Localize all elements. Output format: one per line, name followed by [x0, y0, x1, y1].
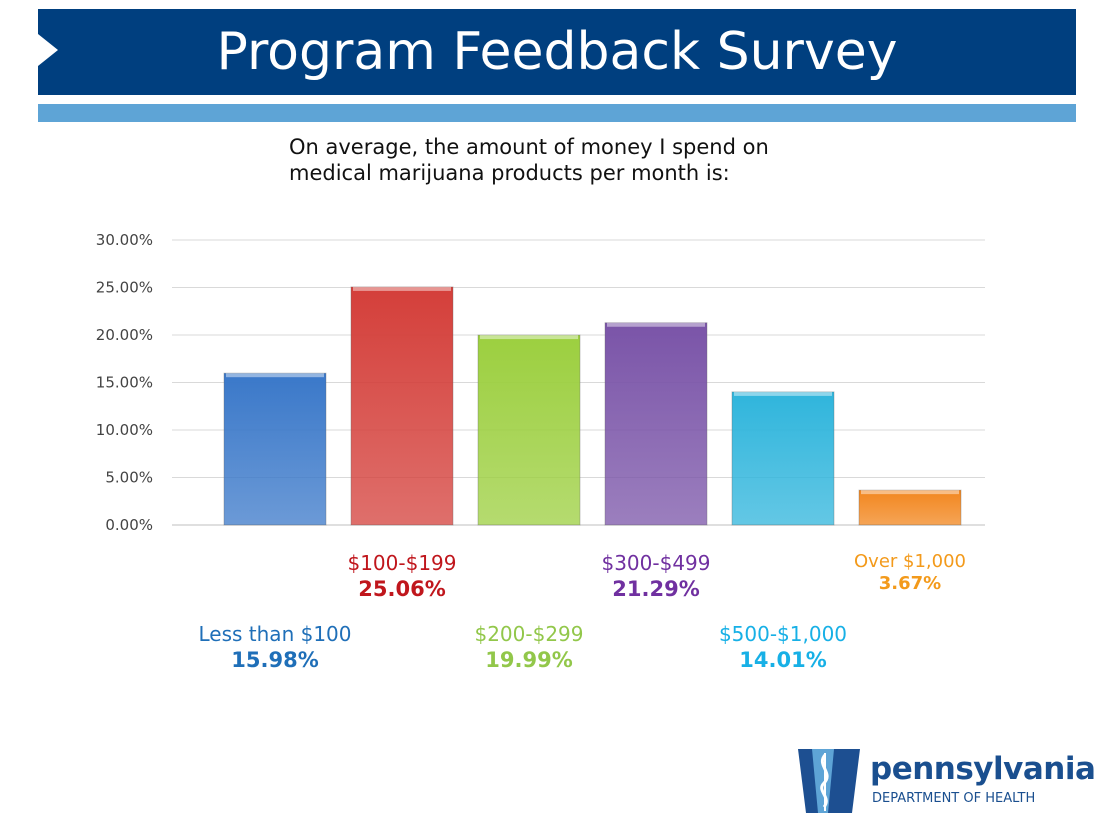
arrow-icon	[38, 34, 58, 66]
category-label: Over $1,000	[854, 551, 966, 572]
bar-highlight	[353, 286, 451, 291]
y-tick-label: 5.00%	[105, 469, 153, 487]
value-label: 19.99%	[485, 648, 573, 672]
bar-5	[858, 489, 962, 526]
category-label: $100-$199	[347, 551, 457, 575]
y-tick-label: 10.00%	[96, 421, 153, 439]
category-label: $300-$499	[601, 551, 711, 575]
category-label: Less than $100	[198, 622, 352, 646]
value-label: 14.01%	[739, 648, 827, 672]
category-label: $500-$1,000	[718, 622, 848, 646]
y-tick-label: 25.00%	[96, 279, 153, 297]
value-label: 21.29%	[612, 577, 700, 601]
value-label: 15.98%	[231, 648, 319, 672]
logo-wordmark: pennsylvania	[870, 751, 1096, 787]
bar-highlight	[607, 322, 705, 327]
bar-3	[604, 322, 708, 526]
y-tick-label: 0.00%	[105, 516, 153, 534]
pa-health-logo: pennsylvania DEPARTMENT OF HEALTH	[794, 745, 1096, 815]
bar-1	[350, 286, 454, 526]
value-label: 3.67%	[878, 573, 942, 594]
bar-0	[223, 372, 327, 526]
logo-department: DEPARTMENT OF HEALTH	[872, 791, 1036, 806]
bar-highlight	[861, 490, 959, 495]
page-title: Program Feedback Survey	[216, 22, 898, 82]
bar-highlight	[480, 335, 578, 340]
y-tick-label: 20.00%	[96, 326, 153, 344]
title-bar: Program Feedback Survey	[38, 9, 1076, 95]
keystone-icon	[798, 749, 860, 813]
bar-2	[477, 334, 581, 526]
title-underline	[38, 104, 1076, 122]
bar-4	[731, 391, 835, 526]
survey-question: On average, the amount of money I spend …	[289, 135, 769, 185]
y-tick-label: 30.00%	[96, 231, 153, 249]
category-label: $200-$299	[474, 622, 584, 646]
bar-highlight	[734, 391, 832, 396]
value-label: 25.06%	[358, 577, 446, 601]
y-tick-label: 15.00%	[96, 374, 153, 392]
bar-highlight	[226, 373, 324, 378]
